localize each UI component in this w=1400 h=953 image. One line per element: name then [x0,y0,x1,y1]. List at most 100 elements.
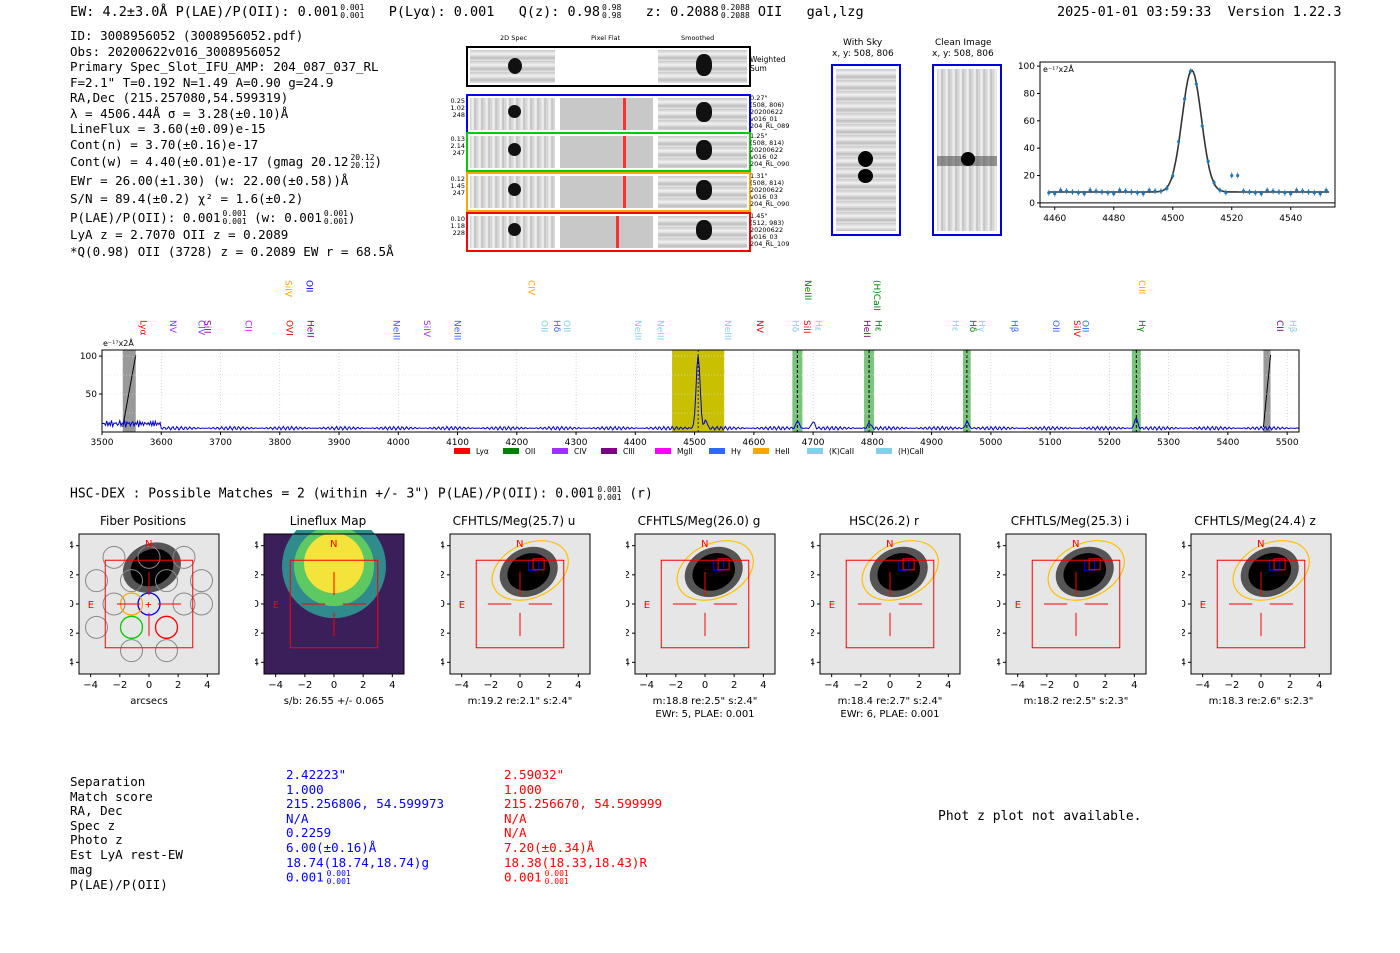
cutout-ytick-label: −2 [997,628,1001,639]
header-z: z: 0.2088 [645,4,719,20]
cutout-ytick-label: −2 [811,628,815,639]
match-label: Est LyA rest-EW [70,846,183,862]
info-radec: RA,Dec (215.257080,54.599319) [70,90,289,105]
match-red-value: 215.256670, 54.599999 [504,796,663,812]
match-box-red [1088,558,1101,571]
spec2d-right-value: v016_02 [750,153,778,161]
detection-box [845,559,935,649]
spec2d-right-value: 1.25" [750,132,768,140]
zoom-fit-curve [1048,69,1330,193]
spec2d-cell-flat [560,136,653,168]
north-label: N [330,539,337,550]
cutout-caption: m:18.8 re:2.5" s:2.4" [652,696,758,707]
full-ytick-label: 50 [86,390,98,400]
line-label: CIII [1136,280,1146,294]
cutout-ytick-label: 4 [441,541,445,552]
east-label: E [88,600,94,611]
galaxy-core [877,553,921,591]
full-xtick-label: 4300 [565,438,588,448]
withsky-title: With Sky [843,38,883,48]
cutout-caption: s/b: 26.55 +/- 0.065 [283,696,385,707]
east-label: E [829,600,835,611]
north-label: N [516,539,523,550]
cutout-ytick-label: 0 [811,599,815,610]
fiber-circle [172,545,196,569]
header-plae-sub: 0.001 [340,11,365,20]
spec2d-right-value: 20200622 [750,226,784,234]
spec2d-left-value: 0.25 [450,97,465,105]
detection-box [1031,559,1121,649]
spec2d-left-value: 247 [452,149,465,157]
match-labels: Separation Match score RA, Dec Spec z Photo … [70,774,183,893]
fiber-circle [155,639,178,663]
legend-label: CIII [623,447,635,456]
fiber-circle [190,569,213,593]
cutout-xtick-label: 0 [1073,680,1079,691]
spec2d-left-value: 1.45 [450,182,465,190]
line-label: SiIV [283,280,293,298]
match-blue-value: 215.256806, 54.599973 [286,796,445,812]
hsc-dex-sup: 0.001 [597,485,622,494]
cutout-ytick-label: −2 [1182,628,1186,639]
line-label: OII [303,280,313,292]
east-label: E [459,600,465,611]
cutout-caption: arcsecs [130,696,168,707]
legend-label: OII [525,447,535,456]
match-blue-plae-sub: 0.001 [326,877,351,887]
fiber-circle [190,592,213,616]
line-label: NV [167,320,177,334]
cutout-ytick-label: 0 [441,599,445,610]
spec2d-right-value: 204_RL_090 [750,200,790,208]
line-label: SiII [801,320,811,334]
north-label: N [886,539,893,550]
legend-label: Hγ [731,447,742,456]
cutout-xtick-label: 4 [1316,680,1322,691]
line-label: OII [1050,320,1060,332]
cutout-xtick-label: −2 [853,680,868,691]
cutout-xtick-label: −4 [454,680,469,691]
fiber-circle [85,615,108,639]
match-blue-value: 18.74(18.74,18.74)g [286,854,429,870]
spec2d-left-value: 0.10 [450,215,465,223]
zoom-ytick-label: 60 [1024,117,1036,127]
cutout-ytick-label: −4 [255,657,259,668]
cutout-ytick-label: −4 [1182,657,1186,668]
full-xtick-label: 5300 [1157,438,1180,448]
cutout-xtick-label: −2 [297,680,312,691]
zoom-ylabel: e⁻¹⁷x2Å [1043,63,1074,74]
spec2d-left-value: 247 [452,189,465,197]
match-blue-values: 2.42223" 1.000 215.256806, 54.599973 N/A 0.2… [286,767,445,887]
cutout-ytick-label: −2 [70,628,74,639]
header-z-sup: 0.2088 [720,3,750,12]
spec2d-left-value: 248 [452,111,465,119]
spec2d-row-right-meta: 1.45" (512, 983) 20200622 v016_03 204_RL_109 [750,213,789,248]
info-sn: S/N = 89.4(±0.2) χ² = 1.6(±0.2) [70,190,304,206]
match-blue-value: 1.000 [286,781,324,797]
cleanimage-title: Clean Image [935,38,992,48]
full-xtick-label: 4600 [742,438,765,448]
header-qz-sup: 0.98 [602,3,622,12]
weighted-sum-label: Weighted Sum [750,55,786,73]
match-label: Spec z [70,817,116,833]
spec2d-source-blob [508,183,521,196]
cutout-ytick-label: 0 [1182,599,1186,610]
weighted-sum-strip [466,46,751,87]
cutout-ytick-label: −4 [811,657,815,668]
legend-swatch [709,448,725,454]
info-plae-mid: (w: 0.001 [246,209,322,225]
fiber-circle [155,569,178,593]
detection-box [475,559,565,649]
cutout-xtick-label: −4 [83,680,98,691]
line-label: Hγ [976,320,986,333]
full-xtick-label: 5500 [1276,438,1299,448]
cutout-xtick-label: 4 [204,680,210,691]
line-label: NeIII [722,320,732,340]
galaxy-core [1248,553,1292,591]
match-blue-plae-sup: 0.001 [326,869,351,879]
gray-band-hatch [1262,354,1272,428]
zoom-ytick-label: 80 [1024,89,1036,99]
line-label: NeIII [632,320,642,340]
cutout-ytick-label: 2 [1182,570,1186,581]
match-blue-value: N/A [286,810,309,826]
detection-box [1216,559,1306,649]
